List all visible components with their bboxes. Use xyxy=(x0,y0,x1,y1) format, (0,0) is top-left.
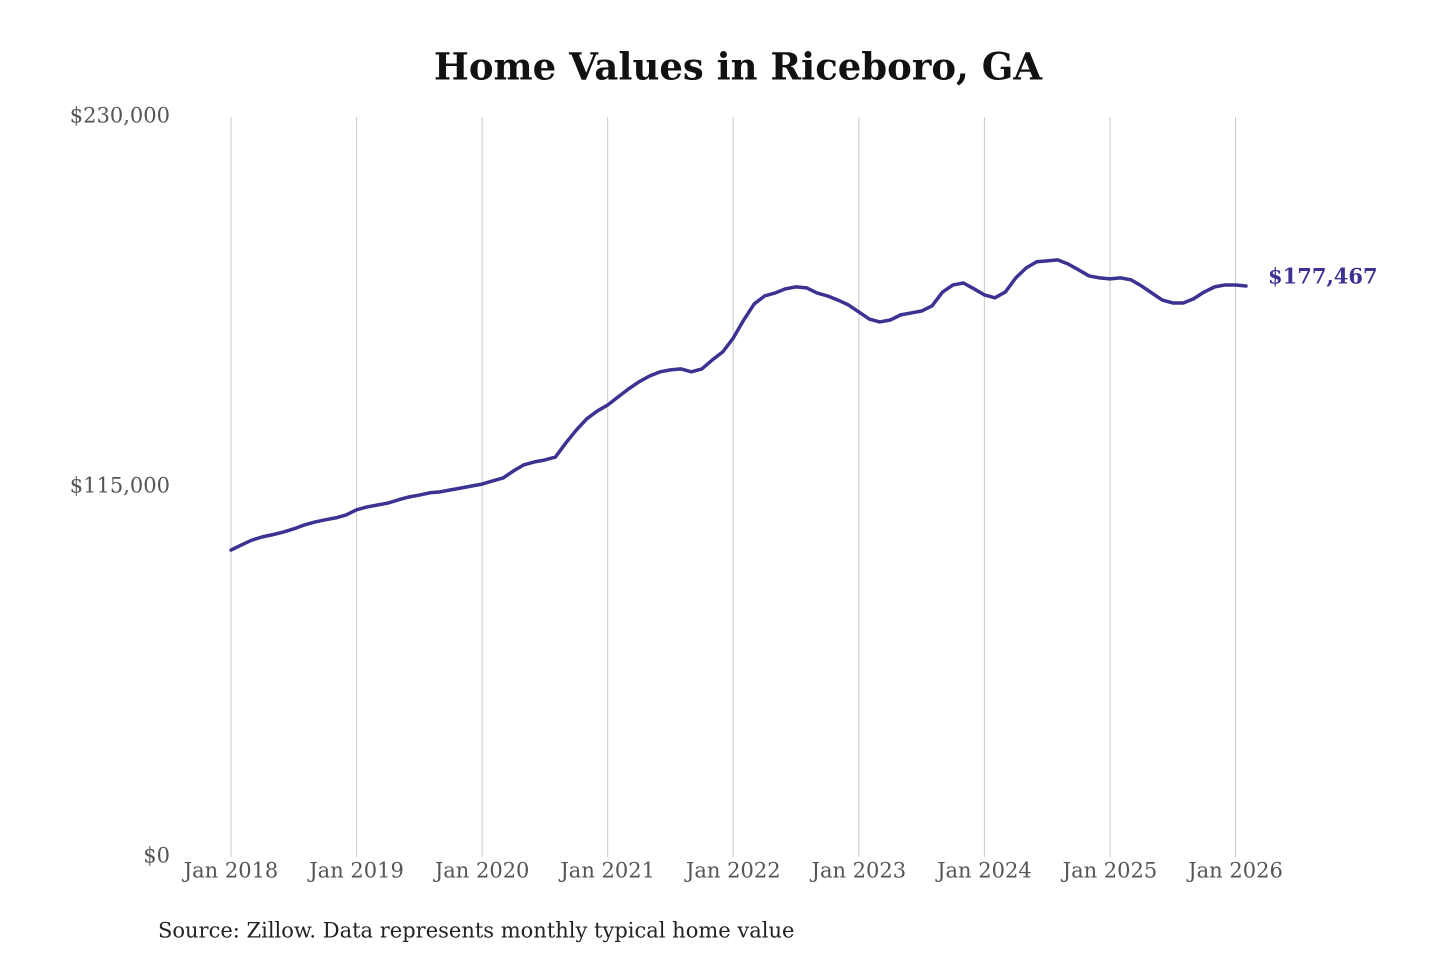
x-tick-label: Jan 2022 xyxy=(684,859,781,883)
x-tick-label: Jan 2023 xyxy=(810,859,907,883)
y-tick-label: $0 xyxy=(143,844,170,868)
x-tick-label: Jan 2019 xyxy=(307,859,404,883)
x-tick-label: Jan 2026 xyxy=(1186,859,1283,883)
chart-title: Home Values in Riceboro, GA xyxy=(434,45,1043,89)
x-tick-label: Jan 2020 xyxy=(433,859,530,883)
x-tick-label: Jan 2018 xyxy=(182,859,279,883)
value-label: $177,467 xyxy=(1268,264,1378,289)
x-tick-label: Jan 2024 xyxy=(935,859,1032,883)
source-note: Source: Zillow. Data represents monthly … xyxy=(158,919,794,943)
y-tick-label: $230,000 xyxy=(70,104,170,128)
y-tick-label: $115,000 xyxy=(70,474,170,498)
x-tick-label: Jan 2021 xyxy=(558,859,655,883)
data-line xyxy=(229,258,1248,552)
x-tick-label: Jan 2025 xyxy=(1061,859,1158,883)
